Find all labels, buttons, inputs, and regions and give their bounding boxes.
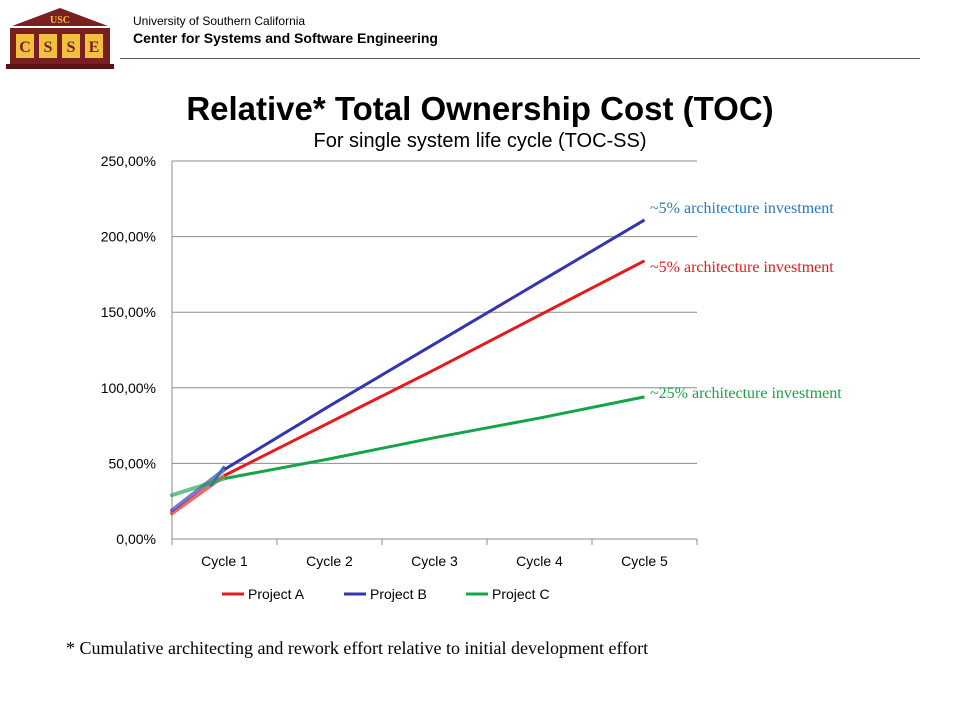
logo-step <box>6 64 114 69</box>
series-line-project-b <box>223 218 646 471</box>
logo-tile-4 <box>85 34 103 58</box>
series-line-project-a <box>223 259 646 477</box>
footnote: * Cumulative architecting and rework eff… <box>66 638 649 658</box>
x-tick-label: Cycle 1 <box>201 553 248 569</box>
x-tick-label: Cycle 2 <box>306 553 353 569</box>
header-divider <box>120 58 920 59</box>
series-start-segment <box>170 476 227 498</box>
logo-letter-3: S <box>67 39 76 56</box>
y-tick-label: 200,00% <box>101 229 156 245</box>
logo-usc-text: USC <box>50 15 70 26</box>
annotation-project-b: ~5% architecture investment <box>650 200 834 217</box>
annotation-project-a: ~5% architecture investment <box>650 259 834 276</box>
chart-subtitle: For single system life cycle (TOC-SS) <box>313 130 647 152</box>
slide-title: Relative* Total Ownership Cost (TOC) <box>186 90 774 127</box>
y-tick-label: 50,00% <box>109 455 156 471</box>
university-name: University of Southern California <box>133 14 306 28</box>
logo-tile-2 <box>39 34 57 58</box>
series-line-project-c <box>224 395 645 480</box>
legend-label: Project A <box>248 586 305 602</box>
x-tick-label: Cycle 5 <box>621 553 668 569</box>
legend-label: Project C <box>492 586 550 602</box>
y-tick-label: 0,00% <box>116 531 156 547</box>
logo-letter-2: S <box>44 39 53 56</box>
y-tick-label: 250,00% <box>101 153 156 169</box>
csse-logo: USC C S S E <box>6 8 114 69</box>
annotation-project-c: ~25% architecture investment <box>650 385 842 402</box>
logo-letter-4: E <box>89 39 100 56</box>
legend-label: Project B <box>370 586 427 602</box>
x-tick-label: Cycle 3 <box>411 553 458 569</box>
y-tick-label: 150,00% <box>101 304 156 320</box>
logo-letter-1: C <box>19 39 31 56</box>
center-name: Center for Systems and Software Engineer… <box>133 30 438 46</box>
y-tick-label: 100,00% <box>101 380 156 396</box>
logo-roof <box>12 8 108 26</box>
x-tick-label: Cycle 4 <box>516 553 563 569</box>
logo-tile-3 <box>62 34 80 58</box>
logo-tile-1 <box>16 34 34 58</box>
